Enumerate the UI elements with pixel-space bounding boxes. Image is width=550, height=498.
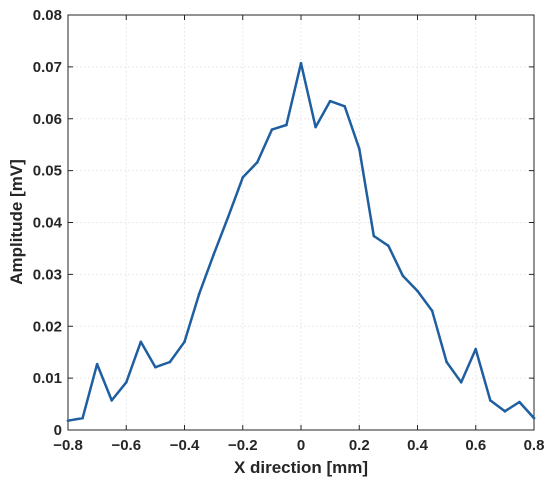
data-point [387,244,390,248]
y-tick-label: 0 [54,422,62,439]
y-tick-label: 0.04 [33,215,63,232]
series-group [66,61,536,422]
data-point [256,161,259,164]
x-tick-label: −0.8 [53,437,83,454]
data-point [416,289,419,293]
data-point [226,215,230,219]
x-tick-label: −0.4 [170,437,200,454]
data-point [139,340,143,344]
x-tick-label: −0.2 [228,437,258,454]
x-tick-labels: −0.8 −0.6 −0.4 −0.2 0 0.2 0.4 0.6 0.8 [53,437,544,454]
y-tick-label: 0.03 [33,266,62,283]
data-point [430,309,434,312]
data-point [328,99,332,103]
data-point [314,125,317,129]
data-point [66,419,70,422]
data-point [212,253,215,256]
x-tick-label: 0.6 [465,437,486,454]
data-point [183,340,186,344]
x-tick-label: 0.2 [349,437,370,454]
data-point [241,176,245,179]
data-point [154,365,157,369]
data-point [372,234,376,238]
data-point [168,360,172,364]
data-point [81,416,84,420]
data-point [197,292,201,296]
data-point [124,380,128,384]
x-tick-label: 0.8 [524,437,545,454]
data-point [95,362,99,366]
data-point [357,147,361,151]
axis-ticks [67,14,535,431]
data-point [299,61,303,65]
y-tick-label: 0.02 [33,318,62,335]
data-point [503,410,507,413]
x-tick-label: 0 [297,437,305,454]
y-tick-label: 0.08 [33,7,62,24]
data-point [474,347,478,351]
x-tick-label: 0.4 [407,437,429,454]
y-tick-label: 0.07 [33,59,62,76]
grid-lines [68,15,534,430]
data-point [532,416,536,420]
data-point [401,274,405,278]
y-tick-label: 0.05 [33,163,62,180]
y-tick-label: 0.06 [33,111,62,128]
y-tick-label: 0.01 [33,370,62,387]
data-point [343,105,346,108]
x-tick-label: −0.6 [111,437,141,454]
data-point [270,128,274,131]
x-axis-label: X direction [mm] [234,458,368,477]
data-point [459,380,463,384]
y-tick-labels: 0 0.01 0.02 0.03 0.04 0.05 0.06 0.07 0.08 [33,7,63,439]
data-point [489,399,492,402]
data-point [110,399,113,402]
data-point [285,123,288,127]
data-point [518,400,521,404]
y-axis-label: Amplitude [mV] [7,159,26,285]
data-point [445,360,448,364]
